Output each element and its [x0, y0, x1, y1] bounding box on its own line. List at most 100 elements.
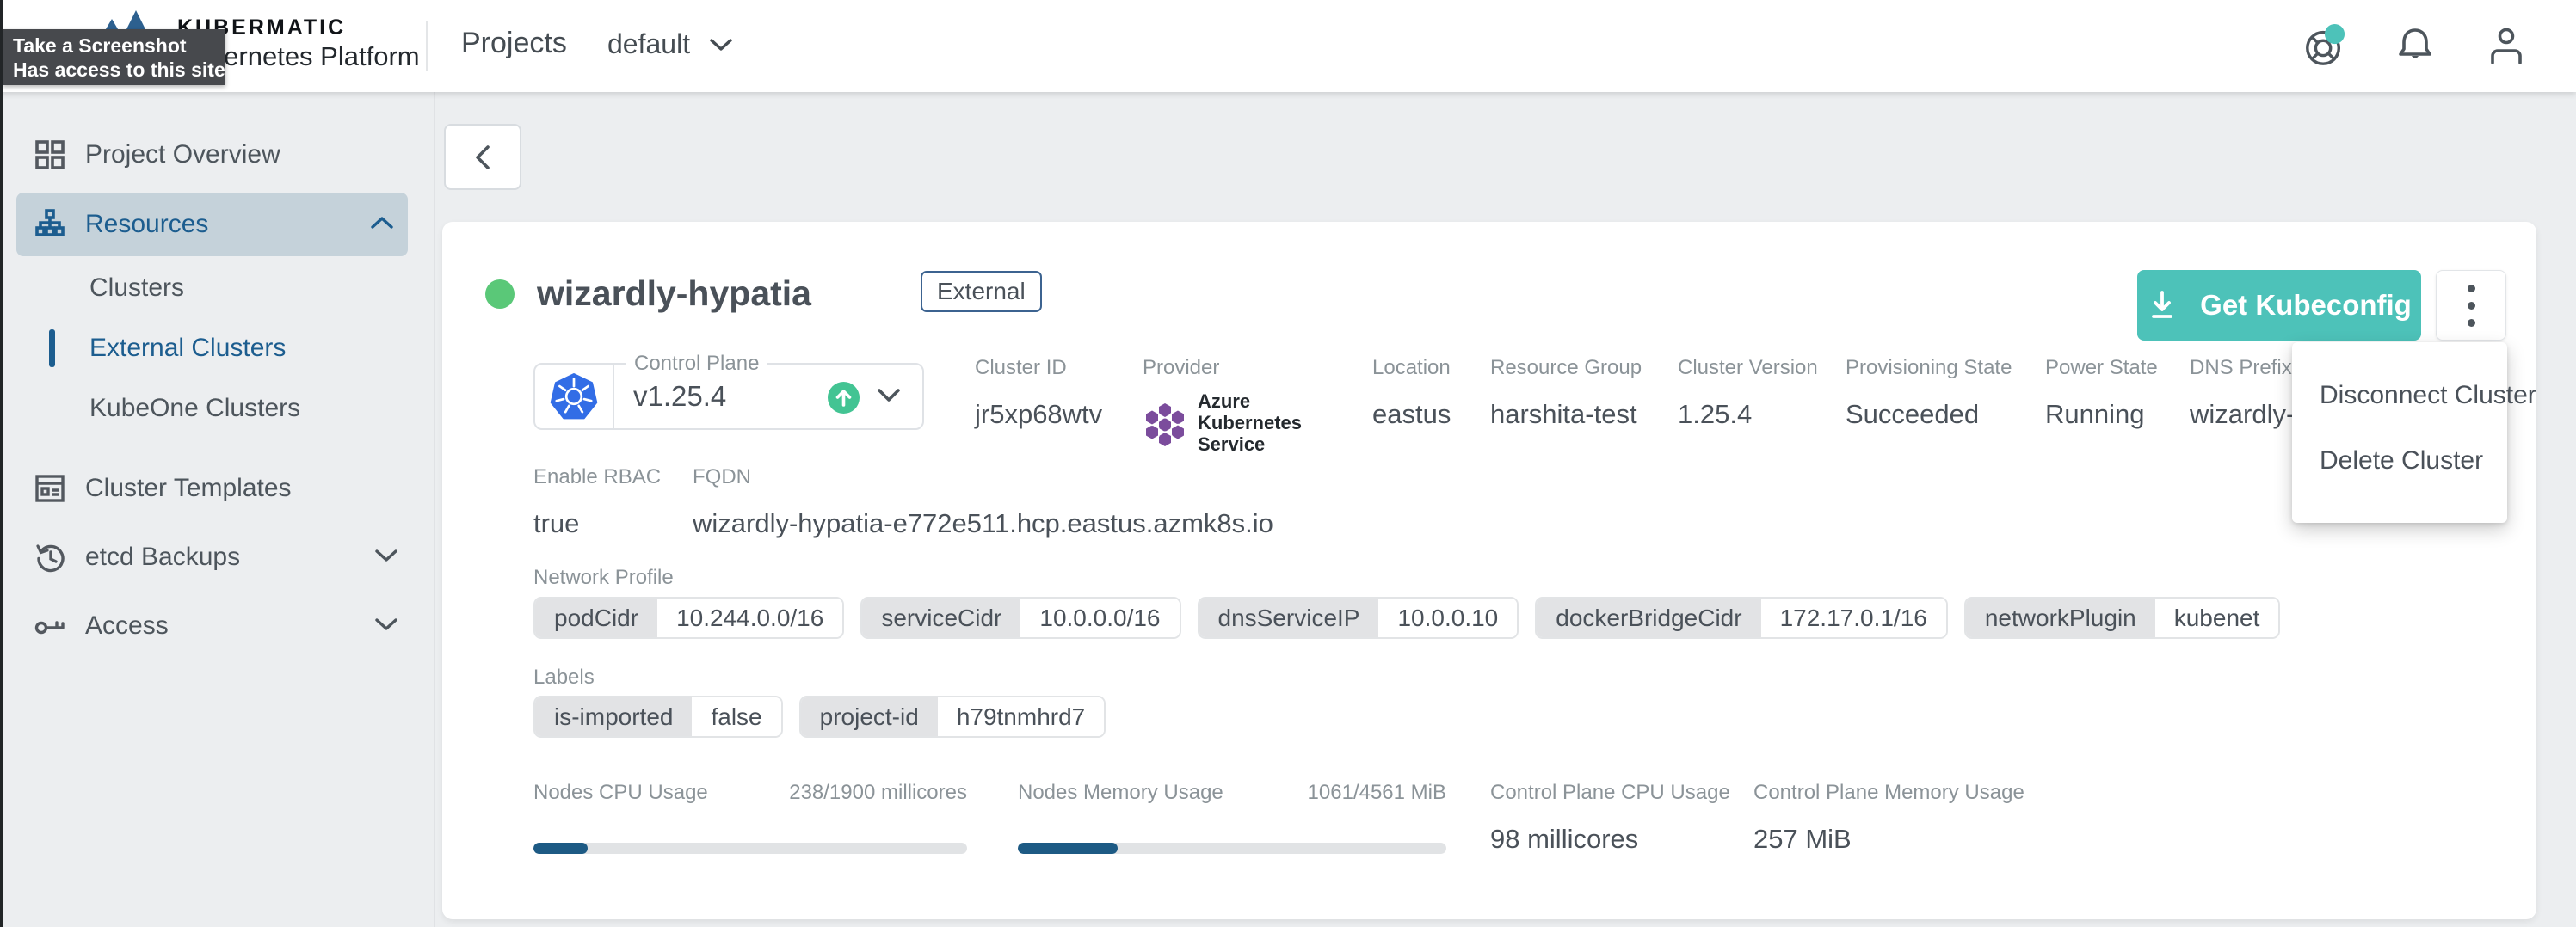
- sidebar-item-label: etcd Backups: [85, 543, 241, 571]
- chip-value: 10.244.0.0/16: [657, 599, 843, 637]
- sidebar-item-resources[interactable]: Resources: [16, 193, 408, 256]
- metric-label: Control Plane Memory Usage: [1753, 781, 2024, 804]
- topbar-divider: [426, 21, 428, 71]
- network-profile-chips: podCidr 10.244.0.0/16 serviceCidr 10.0.0…: [533, 597, 2281, 639]
- metric-value: 257 MiB: [1753, 824, 1852, 854]
- menu-item-delete-cluster[interactable]: Delete Cluster: [2320, 446, 2484, 475]
- detail-label: Enable RBAC: [533, 465, 662, 488]
- cluster-type-badge: External: [921, 271, 1042, 312]
- detail-cluster-version: Cluster Version 1.25.4: [1678, 356, 1818, 430]
- detail-label: Cluster ID: [975, 356, 1067, 379]
- detail-enable-rbac: Enable RBAC true: [533, 465, 661, 539]
- sidebar-item-external-clusters[interactable]: External Clusters: [0, 318, 434, 378]
- detail-cluster-id: Cluster ID jr5xp68wtv: [975, 356, 1102, 430]
- chevron-left-icon: [476, 144, 490, 169]
- extension-tooltip: Take a Screenshot Has access to this sit…: [3, 29, 225, 85]
- chevron-down-icon: [710, 38, 732, 51]
- chip-key: networkPlugin: [1965, 599, 2155, 637]
- nav-projects-link[interactable]: Projects: [461, 27, 567, 59]
- chip-networkplugin: networkPlugin kubenet: [1963, 597, 2281, 639]
- network-profile-label: Network Profile: [533, 566, 674, 589]
- metric-label: Control Plane CPU Usage: [1490, 781, 1730, 804]
- chip-key: serviceCidr: [862, 599, 1021, 637]
- detail-label: DNS Prefix: [2190, 356, 2292, 379]
- detail-value: jr5xp68wtv: [975, 399, 1103, 429]
- project-selector[interactable]: default: [607, 28, 733, 60]
- kubernetes-icon: [535, 365, 614, 428]
- detail-label: FQDN: [693, 465, 751, 488]
- chevron-down-icon: [876, 387, 902, 408]
- cluster-status-dot: [485, 279, 515, 309]
- actions-menu: Disconnect Cluster Delete Cluster: [2292, 342, 2536, 523]
- help-badge-dot: [2324, 23, 2345, 44]
- chip-key: is-imported: [535, 697, 693, 736]
- help-icon[interactable]: [2302, 23, 2345, 68]
- project-selector-value: default: [607, 28, 691, 59]
- detail-value: harshita-test: [1490, 399, 1637, 429]
- sidebar-item-etcd-backups[interactable]: etcd Backups: [0, 523, 434, 592]
- user-icon[interactable]: [2485, 25, 2528, 68]
- sidebar-item-label: Access: [85, 611, 169, 640]
- chip-value: kubenet: [2154, 599, 2279, 637]
- metric-nodes-cpu: Nodes CPU Usage 238/1900 millicores: [533, 781, 967, 854]
- metric-value: 98 millicores: [1490, 824, 1639, 854]
- chip-value: 10.0.0.10: [1378, 599, 1518, 637]
- progress-fill: [1018, 843, 1119, 854]
- metric-control-plane-cpu: Control Plane CPU Usage 98 millicores: [1490, 781, 1774, 855]
- sidebar-item-clusters[interactable]: Clusters: [0, 258, 434, 318]
- key-icon: [33, 609, 67, 643]
- control-plane-label: Control Plane: [626, 352, 767, 376]
- chip-value: 172.17.0.1/16: [1760, 599, 1946, 637]
- detail-provisioning-state: Provisioning State Succeeded: [1846, 356, 2012, 430]
- upgrade-available-icon[interactable]: [828, 382, 860, 418]
- detail-label: Location: [1372, 356, 1451, 379]
- chip-value: h79tnmhrd7: [937, 697, 1105, 736]
- dot: [2467, 301, 2475, 310]
- download-icon: [2152, 291, 2173, 318]
- dot: [2467, 318, 2475, 327]
- sidebar-item-cluster-templates[interactable]: Cluster Templates: [0, 454, 434, 523]
- sidebar-item-access[interactable]: Access: [0, 592, 434, 660]
- sitemap-icon: [33, 207, 67, 242]
- metric-label: Nodes CPU Usage: [533, 781, 708, 804]
- selected-indicator: [49, 329, 55, 367]
- progress-bar: [1018, 843, 1446, 854]
- more-actions-button[interactable]: [2436, 270, 2506, 341]
- get-kubeconfig-button[interactable]: Get Kubeconfig: [2137, 270, 2421, 341]
- sidebar-item-kubeone-clusters[interactable]: KubeOne Clusters: [0, 378, 434, 439]
- sidebar-item-label: External Clusters: [89, 334, 287, 362]
- chip-podcidr: podCidr 10.244.0.0/16: [533, 597, 845, 639]
- labels-chips: is-imported false project-id h79tnmhrd7: [533, 696, 1106, 738]
- provider-name: Azure Kubernetes Service: [1198, 390, 1303, 455]
- chip-key: project-id: [800, 697, 938, 736]
- control-plane-version-select[interactable]: Control Plane v1.25.4: [533, 352, 924, 430]
- cluster-name: wizardly-hypatia: [537, 273, 811, 313]
- detail-value: Running: [2045, 399, 2145, 429]
- chevron-down-icon: [374, 548, 398, 568]
- detail-label: Power State: [2045, 356, 2158, 379]
- sidebar-item-label: Cluster Templates: [85, 474, 292, 502]
- menu-item-disconnect-cluster[interactable]: Disconnect Cluster: [2320, 381, 2536, 409]
- notifications-bell-icon[interactable]: [2394, 25, 2437, 68]
- chip-is-imported: is-imported false: [533, 696, 783, 738]
- window-left-edge: [0, 0, 3, 927]
- get-kubeconfig-label: Get Kubeconfig: [2200, 289, 2412, 321]
- control-plane-version: v1.25.4: [633, 380, 727, 412]
- chip-value: false: [692, 697, 781, 736]
- sidebar: Project Overview Resources Clusters Exte…: [0, 92, 435, 927]
- detail-value: eastus: [1372, 399, 1451, 429]
- chip-servicecidr: serviceCidr 10.0.0.0/16: [860, 597, 1181, 639]
- top-bar: KUBERMATIC Kubernetes Platform Projects …: [0, 0, 2576, 92]
- dot: [2467, 284, 2475, 292]
- detail-resource-group: Resource Group harshita-test: [1490, 356, 1642, 430]
- labels-label: Labels: [533, 666, 595, 689]
- detail-label: Resource Group: [1490, 356, 1642, 379]
- detail-location: Location eastus: [1372, 356, 1451, 430]
- metric-control-plane-memory: Control Plane Memory Usage 257 MiB: [1753, 781, 2063, 855]
- sidebar-item-project-overview[interactable]: Project Overview: [0, 120, 434, 189]
- detail-fqdn: FQDN wizardly-hypatia-e772e511.hcp.eastu…: [693, 465, 1273, 539]
- back-button[interactable]: [444, 124, 521, 190]
- detail-provider: Provider Azure Kubernetes Service: [1143, 356, 1357, 455]
- metric-nodes-memory: Nodes Memory Usage 1061/4561 MiB: [1018, 781, 1446, 854]
- metric-value: 1061/4561 MiB: [1307, 781, 1446, 804]
